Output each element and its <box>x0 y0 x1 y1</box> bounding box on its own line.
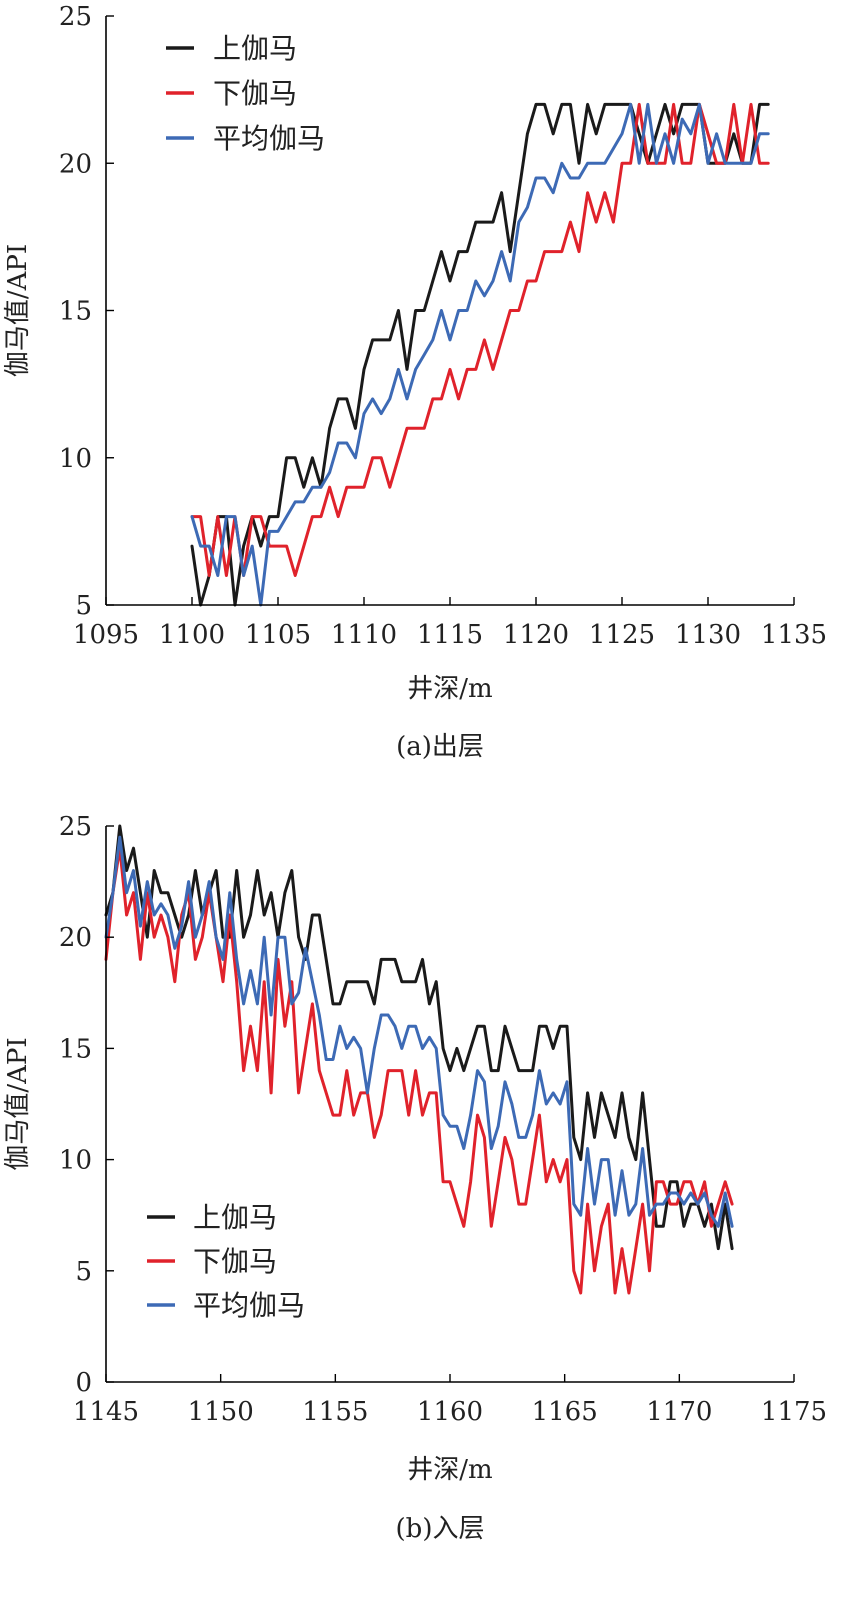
y-axis-title: 伽马值/API <box>3 1037 33 1170</box>
legend-label-2: 下伽马 <box>193 1245 277 1278</box>
x-tick-label: 1160 <box>417 1397 483 1427</box>
y-tick-label: 5 <box>75 1257 92 1287</box>
x-tick-label: 1105 <box>245 620 311 650</box>
x-tick-label: 1155 <box>302 1397 368 1427</box>
x-tick-label: 1125 <box>589 620 655 650</box>
x-tick-label: 1165 <box>532 1397 598 1427</box>
y-tick-label: 15 <box>59 1034 92 1064</box>
chart-caption: (a)出层 <box>396 732 484 762</box>
x-axis-title: 井深/m <box>407 1455 492 1485</box>
legend-label-3: 平均伽马 <box>213 122 325 155</box>
y-tick-label: 15 <box>59 297 92 327</box>
y-tick-label: 5 <box>75 591 92 621</box>
x-tick-label: 1130 <box>675 620 741 650</box>
chart-panel-b: 1145 1150 1155 1160 1165 1170 1175 0 5 10 15 20 25 井深… <box>3 812 827 1544</box>
y-tick-label: 20 <box>59 149 92 179</box>
y-tick-label: 10 <box>59 1146 92 1176</box>
y-tick-label: 25 <box>59 2 92 32</box>
x-tick-label: 1175 <box>761 1397 827 1427</box>
x-tick-label: 1115 <box>417 620 483 650</box>
y-axis-title: 伽马值/API <box>3 244 33 377</box>
chart-panel-a: 1095 1100 1105 1110 1115 1120 1125 1130 1135 5 10 1… <box>3 2 827 762</box>
series-line-3 <box>104 835 734 1228</box>
series-line-1 <box>190 102 770 607</box>
series-line-3 <box>190 102 770 607</box>
y-tick-label: 0 <box>75 1368 92 1398</box>
x-tick-label: 1100 <box>159 620 225 650</box>
x-tick-label: 1170 <box>646 1397 712 1427</box>
x-tick-label: 1120 <box>503 620 569 650</box>
legend-label-3: 平均伽马 <box>193 1289 305 1322</box>
legend-label-1: 上伽马 <box>213 32 297 65</box>
y-tick-label: 20 <box>59 923 92 953</box>
y-tick-label: 25 <box>59 812 92 842</box>
legend-label-1: 上伽马 <box>193 1201 277 1234</box>
chart-caption: (b)入层 <box>396 1514 485 1544</box>
x-tick-label: 1095 <box>73 620 139 650</box>
x-tick-label: 1135 <box>761 620 827 650</box>
x-tick-label: 1110 <box>331 620 397 650</box>
series-line-2 <box>190 102 770 577</box>
x-tick-label: 1145 <box>73 1397 139 1427</box>
x-axis-title: 井深/m <box>407 674 492 704</box>
y-tick-label: 10 <box>59 444 92 474</box>
legend-label-2: 下伽马 <box>213 77 297 110</box>
x-tick-label: 1150 <box>188 1397 254 1427</box>
